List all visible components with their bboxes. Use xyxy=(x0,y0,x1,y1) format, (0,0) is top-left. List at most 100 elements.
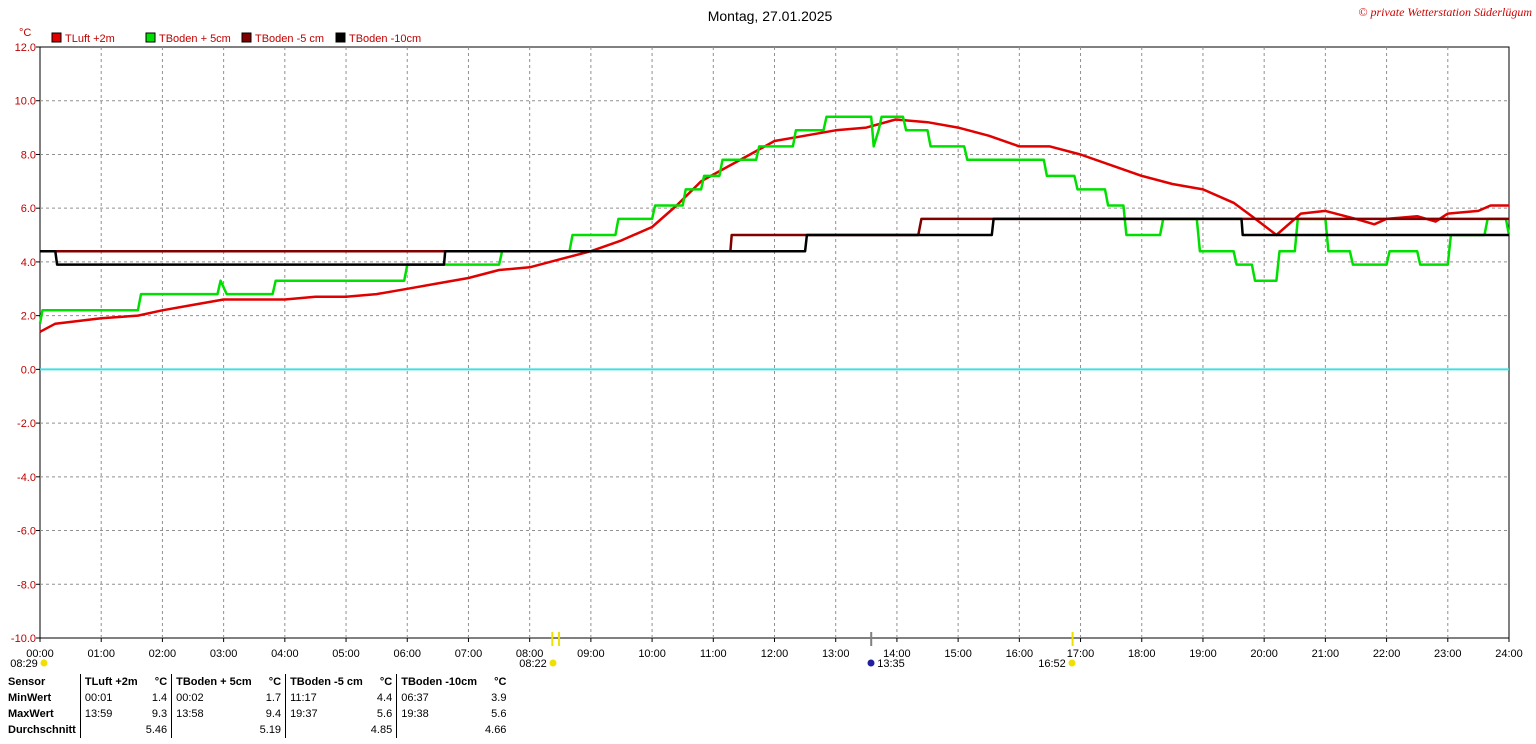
stats-min-row: MinWert 00:01 1.4 00:02 1.7 11:17 4.4 06… xyxy=(4,690,510,706)
stats-col-name: TBoden + 5cm xyxy=(171,674,256,690)
stats-col-unit: °C xyxy=(154,676,168,688)
stats-time: 13:59 xyxy=(79,706,142,722)
y-tick-label: 12.0 xyxy=(15,42,36,54)
y-tick-label: 0.0 xyxy=(21,364,36,376)
y-unit-label: °C xyxy=(19,27,31,39)
stats-value: 9.4 xyxy=(265,708,282,720)
stats-max-row: MaxWert 13:59 9.3 13:58 9.4 19:37 5.6 19… xyxy=(4,706,510,722)
stats-col-unit: °C xyxy=(379,676,393,688)
y-tick-label: 6.0 xyxy=(21,203,36,215)
x-tick-label: 03:00 xyxy=(210,648,238,660)
sun-dot xyxy=(867,659,875,667)
y-tick-label: -6.0 xyxy=(17,526,36,538)
x-tick-label: 04:00 xyxy=(271,648,299,660)
x-tick-label: 13:00 xyxy=(822,648,850,660)
x-tick-label: 17:00 xyxy=(1067,648,1095,660)
y-tick-label: -8.0 xyxy=(17,579,36,591)
legend-swatch xyxy=(51,32,62,43)
stats-time: 19:37 xyxy=(285,706,367,722)
x-tick-label: 21:00 xyxy=(1312,648,1340,660)
stats-avg-row: Durchschnitt 5.46 5.19 4.85 4.66 xyxy=(4,722,510,738)
legend-label: TLuft +2m xyxy=(65,33,115,45)
stats-label: Sensor xyxy=(8,676,46,688)
stats-col-name: TBoden -5 cm xyxy=(285,674,367,690)
series-lines xyxy=(38,115,1511,333)
legend: TLuft +2m TBoden + 5cm TBoden -5 cm TBoden … xyxy=(51,32,421,45)
stats-time: 19:38 xyxy=(396,706,482,722)
x-tick-label: 01:00 xyxy=(87,648,115,660)
stats-value: 1.4 xyxy=(151,692,168,704)
sun-events: 08:29 08:22 13:35 16:52 xyxy=(10,632,1076,670)
x-tick-label: 12:00 xyxy=(761,648,789,660)
x-tick-label: 06:00 xyxy=(393,648,421,660)
stats-value: 3.9 xyxy=(491,692,507,704)
stats-value: 4.85 xyxy=(370,724,393,736)
sun-dot xyxy=(1068,659,1076,667)
stats-time: 06:37 xyxy=(396,690,482,706)
x-tick-label: 02:00 xyxy=(149,648,177,660)
sun-time-label: 08:29 xyxy=(10,658,38,670)
x-tick-label: 20:00 xyxy=(1250,648,1278,660)
stats-col-name: TBoden -10cm xyxy=(396,674,482,690)
x-tick-label: 22:00 xyxy=(1373,648,1401,660)
sun-dot xyxy=(40,659,48,667)
x-tick-label: 00:00 xyxy=(26,648,54,660)
statistics-table: Sensor TLuft +2m °C TBoden + 5cm °C TBod… xyxy=(4,674,510,738)
station-credit: © private Wetterstation Süderlügum xyxy=(1358,5,1532,19)
x-tick-label: 07:00 xyxy=(455,648,483,660)
x-tick-label: 11:00 xyxy=(700,648,727,660)
x-tick-label: 19:00 xyxy=(1189,648,1217,660)
stats-col-unit: °C xyxy=(494,676,507,688)
y-tick-label: -2.0 xyxy=(17,418,36,430)
legend-label: TBoden -10cm xyxy=(349,33,421,45)
y-tick-label: 2.0 xyxy=(21,311,36,323)
sun-time-label: 13:35 xyxy=(877,658,905,670)
grid xyxy=(40,47,1509,638)
series-line xyxy=(39,118,1509,333)
stats-time: 00:01 xyxy=(79,690,142,706)
stats-col-unit: °C xyxy=(268,676,282,688)
stats-label: Durchschnitt xyxy=(8,724,76,736)
series-line xyxy=(40,217,1509,266)
y-tick-label: 8.0 xyxy=(21,149,36,161)
stats-header-row: Sensor TLuft +2m °C TBoden + 5cm °C TBod… xyxy=(4,674,510,690)
x-tick-label: 05:00 xyxy=(332,648,360,660)
stats-value: 5.6 xyxy=(491,708,507,720)
stats-value: 1.7 xyxy=(265,692,282,704)
stats-time: 11:17 xyxy=(285,690,367,706)
x-tick-label: 14:00 xyxy=(883,648,911,660)
stats-label: MaxWert xyxy=(8,708,54,720)
temperature-chart: Montag, 27.01.2025 © private Wetterstati… xyxy=(10,5,1532,670)
chart-title: Montag, 27.01.2025 xyxy=(708,8,833,24)
y-tick-label: 10.0 xyxy=(15,96,36,108)
x-tick-label: 15:00 xyxy=(944,648,972,660)
legend-label: TBoden -5 cm xyxy=(255,33,324,45)
stats-col-name: TLuft +2m xyxy=(79,674,142,690)
legend-label: TBoden + 5cm xyxy=(159,33,231,45)
stats-time: 13:58 xyxy=(171,706,256,722)
y-tick-label: 4.0 xyxy=(21,257,36,269)
sun-time-label: 08:22 xyxy=(519,658,547,670)
stats-label: MinWert xyxy=(8,692,52,704)
y-tick-label: -10.0 xyxy=(11,633,36,645)
sun-dot xyxy=(549,659,557,667)
legend-swatch xyxy=(335,32,346,43)
stats-value: 4.4 xyxy=(376,692,393,704)
x-axis: 00:00 01:00 02:00 03:00 04:00 05:00 06:00 07:00… xyxy=(26,638,1523,660)
x-tick-label: 16:00 xyxy=(1006,648,1034,660)
x-tick-label: 10:00 xyxy=(638,648,666,660)
stats-value: 9.3 xyxy=(151,708,168,720)
stats-value: 5.19 xyxy=(259,724,282,736)
x-tick-label: 23:00 xyxy=(1434,648,1462,660)
y-tick-label: -4.0 xyxy=(17,472,36,484)
x-tick-label: 24:00 xyxy=(1495,648,1523,660)
sun-time-label: 16:52 xyxy=(1038,658,1066,670)
legend-swatch xyxy=(241,32,252,43)
stats-time: 00:02 xyxy=(171,690,256,706)
x-tick-label: 18:00 xyxy=(1128,648,1156,660)
stats-value: 5.6 xyxy=(376,708,393,720)
stats-value: 4.66 xyxy=(485,724,507,736)
stats-value: 5.46 xyxy=(145,724,168,736)
x-tick-label: 08:00 xyxy=(516,648,544,660)
y-axis: 12.0 10.0 8.0 6.0 4.0 2.0 0.0 -2.0 -4.0 -6.0 -8.0 -… xyxy=(11,42,40,645)
